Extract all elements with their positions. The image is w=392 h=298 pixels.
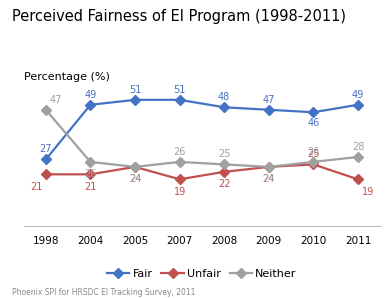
Text: 26: 26	[84, 169, 96, 179]
Text: 49: 49	[352, 90, 364, 100]
Fair	[222, 105, 227, 109]
Line: Neither: Neither	[42, 106, 361, 170]
Text: 24: 24	[263, 174, 275, 184]
Text: 27: 27	[40, 145, 52, 154]
Unfair	[44, 173, 48, 176]
Unfair	[267, 165, 271, 169]
Neither	[132, 165, 137, 169]
Text: 25: 25	[218, 150, 230, 159]
Unfair	[222, 170, 227, 174]
Legend: Fair, Unfair, Neither: Fair, Unfair, Neither	[103, 265, 301, 283]
Fair	[88, 103, 93, 107]
Unfair	[132, 165, 137, 169]
Text: 21: 21	[84, 181, 96, 192]
Neither	[267, 165, 271, 169]
Unfair	[177, 178, 182, 181]
Text: 24: 24	[263, 174, 275, 184]
Neither	[222, 163, 227, 166]
Unfair	[356, 178, 360, 181]
Text: Perceived Fairness of EI Program (1998-2011): Perceived Fairness of EI Program (1998-2…	[12, 9, 346, 24]
Fair	[177, 98, 182, 102]
Neither	[88, 160, 93, 164]
Text: 22: 22	[218, 179, 230, 189]
Text: 25: 25	[307, 150, 319, 159]
Text: Percentage (%): Percentage (%)	[24, 72, 109, 82]
Text: 46: 46	[307, 118, 319, 128]
Text: 19: 19	[361, 187, 374, 197]
Fair	[44, 158, 48, 161]
Fair	[311, 111, 316, 114]
Fair	[356, 103, 360, 107]
Line: Fair: Fair	[42, 96, 361, 163]
Neither	[44, 108, 48, 111]
Text: 28: 28	[352, 142, 364, 152]
Text: 47: 47	[49, 95, 62, 105]
Fair	[267, 108, 271, 111]
Text: 49: 49	[84, 90, 96, 100]
Text: 47: 47	[263, 95, 275, 105]
Fair	[132, 98, 137, 102]
Text: 26: 26	[173, 147, 186, 157]
Text: Phoenix SPI for HRSDC EI Tracking Survey, 2011: Phoenix SPI for HRSDC EI Tracking Survey…	[12, 288, 195, 297]
Text: 51: 51	[129, 85, 141, 95]
Line: Unfair: Unfair	[42, 161, 361, 183]
Neither	[311, 160, 316, 164]
Text: 51: 51	[173, 85, 186, 95]
Text: 24: 24	[129, 174, 141, 184]
Unfair	[88, 173, 93, 176]
Text: 26: 26	[307, 147, 319, 157]
Text: 48: 48	[218, 92, 230, 102]
Text: 24: 24	[129, 174, 141, 184]
Neither	[177, 160, 182, 164]
Text: 19: 19	[173, 187, 186, 197]
Text: 21: 21	[30, 181, 42, 192]
Neither	[356, 155, 360, 159]
Unfair	[311, 163, 316, 166]
